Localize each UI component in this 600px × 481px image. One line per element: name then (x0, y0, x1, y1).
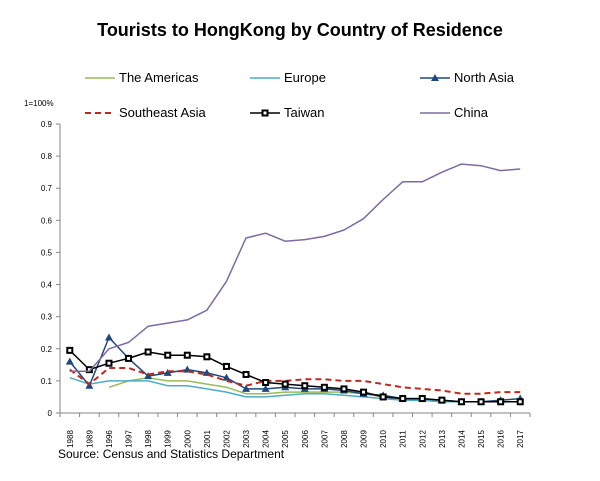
y-tick-label: 0.3 (41, 313, 53, 322)
x-tick-label: 2001 (203, 430, 212, 448)
data-point (85, 381, 94, 389)
data-point-center (322, 385, 326, 389)
x-tick-label: 1998 (144, 430, 153, 448)
x-tick-label: 2011 (399, 430, 408, 448)
data-point (104, 333, 113, 341)
x-tick-label: 1989 (85, 430, 94, 448)
data-point-center (459, 400, 463, 404)
x-tick-label: 2009 (360, 430, 369, 448)
x-tick-label: 1996 (105, 430, 114, 448)
data-point-center (224, 364, 228, 368)
unit-label: 1=100% (24, 99, 54, 108)
x-tick-label: 2003 (242, 430, 251, 448)
x-tick-label: 2017 (516, 430, 525, 448)
source-note: Source: Census and Statistics Department (58, 447, 285, 461)
x-tick-label: 1988 (66, 430, 75, 448)
legend-item-the-americas: The Americas (85, 70, 199, 85)
data-point (163, 368, 172, 376)
data-point-center (244, 372, 248, 376)
legend-marker (431, 74, 439, 81)
x-tick-label: 2008 (340, 430, 349, 448)
data-point (222, 373, 231, 381)
data-point-center (127, 356, 131, 360)
x-tick-label: 1999 (164, 430, 173, 448)
data-point-center (87, 368, 91, 372)
x-tick-label: 2002 (222, 430, 231, 448)
y-tick-label: 0.5 (41, 248, 53, 257)
data-point-center (303, 384, 307, 388)
legend-item-north-asia: North Asia (420, 70, 515, 85)
legend: The Americas Europe North Asia Southeast As… (85, 70, 515, 120)
x-tick-label: 2010 (379, 430, 388, 448)
series-europe (69, 376, 521, 403)
data-point (261, 384, 270, 392)
data-point (242, 384, 251, 392)
x-tick-label: 2007 (320, 430, 329, 448)
series-the-americas (108, 376, 521, 403)
y-tick-label: 0.8 (41, 152, 53, 161)
x-tick-label: 2000 (183, 430, 192, 448)
x-axis: 1988 1989 1996 1997 1998 1999 2000 2001 2002 2003… (59, 412, 531, 448)
series-line-the-americas (108, 376, 521, 403)
y-tick-label: 0.9 (41, 120, 53, 129)
data-point (65, 357, 74, 365)
data-point-center (381, 395, 385, 399)
data-point-center (479, 400, 483, 404)
x-tick-label: 2014 (457, 430, 466, 448)
legend-label: Southeast Asia (119, 105, 206, 120)
data-point-center (68, 348, 72, 352)
legend-label: Taiwan (284, 105, 324, 120)
series-line-china (69, 163, 521, 373)
x-tick-label: 2006 (301, 430, 310, 448)
data-point-center (420, 397, 424, 401)
data-point-center (342, 387, 346, 391)
data-point-center (107, 361, 111, 365)
data-point-center (440, 398, 444, 402)
legend-item-europe: Europe (250, 70, 326, 85)
x-tick-label: 2004 (262, 430, 271, 448)
legend-item-southeast-asia: Southeast Asia (85, 105, 206, 120)
legend-label: The Americas (119, 70, 199, 85)
legend-label: China (454, 105, 489, 120)
data-point-center (146, 350, 150, 354)
x-tick-label: 2015 (477, 430, 486, 448)
legend-item-china: China (420, 105, 489, 120)
data-point-center (185, 353, 189, 357)
series-china (69, 163, 521, 373)
series-taiwan (66, 346, 524, 406)
series-southeast-asia (69, 367, 521, 395)
legend-item-taiwan: Taiwan (250, 105, 324, 120)
x-tick-label: 1997 (125, 430, 134, 448)
legend-label: North Asia (454, 70, 515, 85)
data-point-center (264, 380, 268, 384)
data-point-center (166, 353, 170, 357)
y-tick-label: 0.2 (41, 345, 53, 354)
data-point-center (283, 382, 287, 386)
x-tick-label: 2005 (281, 430, 290, 448)
y-tick-label: 0.4 (41, 281, 53, 290)
data-point (144, 372, 153, 380)
legend-label: Europe (284, 70, 326, 85)
plot-area (65, 163, 525, 406)
y-tick-label: 0 (48, 409, 53, 418)
y-tick-label: 0.7 (41, 184, 53, 193)
series-line-southeast-asia (69, 367, 521, 395)
series-line-europe (69, 376, 521, 403)
data-point-center (499, 400, 503, 404)
data-point-center (401, 397, 405, 401)
data-point-center (205, 355, 209, 359)
x-tick-label: 2013 (438, 430, 447, 448)
y-tick-label: 0.1 (41, 377, 53, 386)
y-axis: 0 0.1 0.2 0.3 0.4 0.5 0.6 0.7 0.8 0.9 (41, 120, 61, 418)
legend-marker-center (263, 111, 267, 115)
chart-title: Tourists to HongKong by Country of Resid… (97, 20, 503, 40)
x-tick-label: 2016 (497, 430, 506, 448)
data-point-center (518, 400, 522, 404)
y-tick-label: 0.6 (41, 216, 53, 225)
x-tick-label: 2012 (418, 430, 427, 448)
data-point-center (362, 390, 366, 394)
